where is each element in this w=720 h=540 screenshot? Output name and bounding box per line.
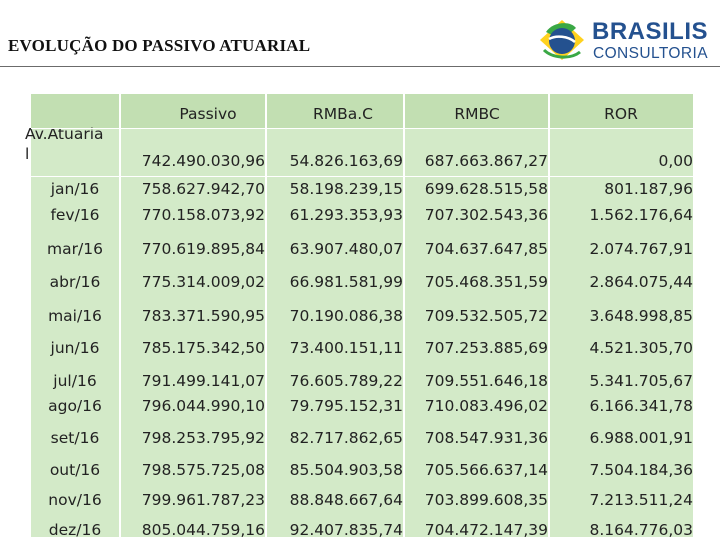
cell-ror: 801.187,96	[604, 180, 693, 198]
row-label-month: abr/16	[49, 273, 101, 291]
cell-ror: 4.521.305,70	[589, 339, 693, 357]
cell-ror: 1.562.176,64	[589, 206, 693, 224]
cell-rmbc: 710.083.496,02	[424, 397, 548, 415]
cell-rmbac: 79.795.152,31	[289, 397, 403, 415]
cell-passivo: 770.158.073,92	[141, 206, 265, 224]
cell-rmbc: 707.302.543,36	[424, 206, 548, 224]
row-label-line2: l	[25, 145, 30, 163]
cell-rmbac: 85.504.903,58	[289, 461, 403, 479]
cell-rmbac: 82.717.862,65	[289, 429, 403, 447]
column-divider	[548, 94, 550, 537]
cell-rmbc: 703.899.608,35	[424, 491, 548, 509]
cell-rmbac: 88.848.667,64	[289, 491, 403, 509]
cell-ror: 0,00	[658, 152, 693, 170]
cell-rmbc: 705.566.637,14	[424, 461, 548, 479]
row-label-month: mai/16	[48, 307, 102, 325]
row-label-month: fev/16	[50, 206, 100, 224]
cell-rmbac: 92.407.835,74	[289, 521, 403, 539]
header-rmbc: RMBC	[454, 105, 500, 123]
column-divider	[403, 94, 405, 537]
cell-ror: 5.341.705,67	[589, 372, 693, 390]
row-label-month: set/16	[50, 429, 100, 447]
cell-rmbac: 66.981.581,99	[289, 273, 403, 291]
logo-text-consultoria: CONSULTORIA	[593, 45, 708, 62]
cell-rmbc: 704.472.147,39	[424, 521, 548, 539]
cell-rmbac: 73.400.151,11	[289, 339, 403, 357]
cell-ror: 2.864.075,44	[589, 273, 693, 291]
page-title: EVOLUÇÃO DO PASSIVO ATUARIAL	[8, 36, 311, 55]
row-label-line1: Av.Atuaria	[25, 125, 104, 143]
cell-passivo: 798.253.795,92	[141, 429, 265, 447]
cell-passivo: 785.175.342,50	[141, 339, 265, 357]
table-header-band	[31, 94, 693, 128]
row-label-month: jan/16	[50, 180, 100, 198]
cell-rmbac: 76.605.789,22	[289, 372, 403, 390]
cell-passivo: 796.044.990,10	[141, 397, 265, 415]
cell-ror: 8.164.776,03	[589, 521, 693, 539]
brazil-flag-globe-icon	[540, 20, 584, 60]
row-divider	[31, 176, 693, 177]
cell-rmbc: 704.637.647,85	[424, 240, 548, 258]
cell-rmbc: 705.468.351,59	[424, 273, 548, 291]
row-label-av-atuarial: Av.Atuaria l	[25, 124, 119, 164]
cell-rmbc: 708.547.931,36	[424, 429, 548, 447]
passivo-table: Passivo RMBa.C RMBC ROR Av.Atuaria l 742…	[25, 94, 693, 539]
row-divider	[31, 128, 693, 129]
row-label-month: ago/16	[48, 397, 102, 415]
cell-rmbc: 709.551.646,18	[424, 372, 548, 390]
cell-ror: 3.648.998,85	[589, 307, 693, 325]
logo-text-brasilis: BRASILIS	[592, 18, 709, 45]
brasilis-logo: BRASILIS CONSULTORIA	[536, 14, 716, 66]
cell-ror: 2.074.767,91	[589, 240, 693, 258]
cell-passivo: 775.314.009,02	[141, 273, 265, 291]
cell-rmbc: 687.663.867,27	[424, 152, 548, 170]
row-label-month: nov/16	[48, 491, 102, 509]
cell-ror: 6.988.001,91	[589, 429, 693, 447]
header-rmbac: RMBa.C	[312, 105, 374, 123]
cell-rmbc: 709.532.505,72	[424, 307, 548, 325]
cell-passivo: 783.371.590,95	[141, 307, 265, 325]
column-divider	[265, 94, 267, 537]
cell-passivo: 805.044.759,16	[141, 521, 265, 539]
cell-passivo: 758.627.942,70	[141, 180, 265, 198]
title-divider	[0, 66, 720, 67]
cell-rmbac: 61.293.353,93	[289, 206, 403, 224]
cell-ror: 7.504.184,36	[589, 461, 693, 479]
cell-passivo: 742.490.030,96	[141, 152, 265, 170]
cell-ror: 7.213.511,24	[589, 491, 693, 509]
row-label-month: dez/16	[48, 521, 102, 539]
cell-rmbac: 54.826.163,69	[289, 152, 403, 170]
row-label-month: jul/16	[53, 372, 97, 390]
cell-passivo: 799.961.787,23	[141, 491, 265, 509]
cell-rmbc: 699.628.515,58	[424, 180, 548, 198]
cell-passivo: 791.499.141,07	[141, 372, 265, 390]
cell-rmbac: 58.198.239,15	[289, 180, 403, 198]
column-divider	[119, 94, 121, 537]
cell-rmbac: 63.907.480,07	[289, 240, 403, 258]
cell-rmbac: 70.190.086,38	[289, 307, 403, 325]
header-passivo: Passivo	[179, 105, 237, 123]
row-label-month: out/16	[49, 461, 101, 479]
header-ror: ROR	[604, 105, 638, 123]
cell-passivo: 798.575.725,08	[141, 461, 265, 479]
cell-rmbc: 707.253.885,69	[424, 339, 548, 357]
row-label-month: mar/16	[47, 240, 103, 258]
cell-ror: 6.166.341,78	[589, 397, 693, 415]
row-label-month: jun/16	[50, 339, 100, 357]
cell-passivo: 770.619.895,84	[141, 240, 265, 258]
